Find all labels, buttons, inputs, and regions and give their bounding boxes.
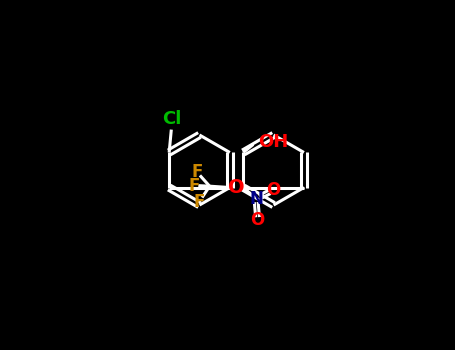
Text: O: O (250, 211, 265, 229)
Text: N: N (249, 190, 263, 208)
Text: O: O (228, 178, 245, 197)
Text: Cl: Cl (162, 110, 181, 128)
Text: F: F (188, 177, 200, 195)
Text: O: O (266, 181, 280, 199)
Text: F: F (194, 193, 205, 211)
Text: OH: OH (258, 133, 288, 151)
Text: F: F (191, 163, 202, 181)
